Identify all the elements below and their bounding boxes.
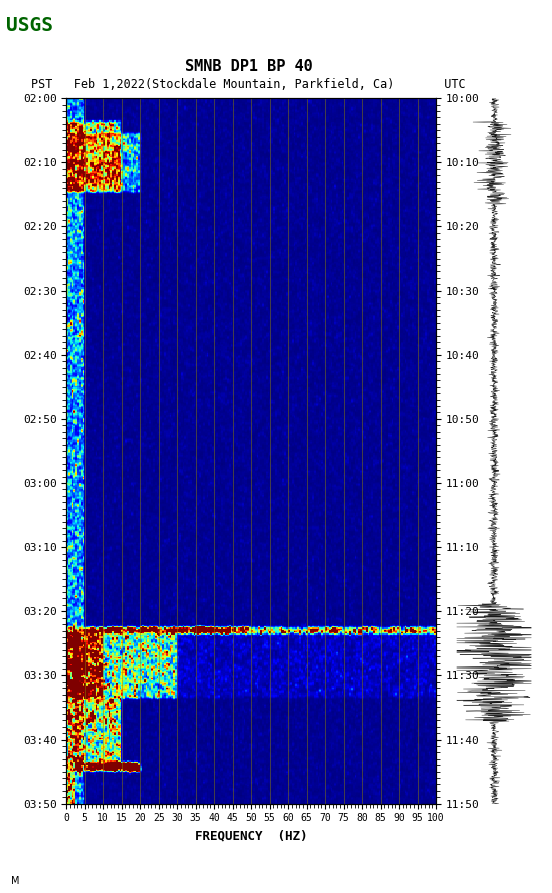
- Text: SMNB DP1 BP 40: SMNB DP1 BP 40: [184, 60, 312, 74]
- Text: PST   Feb 1,2022(Stockdale Mountain, Parkfield, Ca)       UTC: PST Feb 1,2022(Stockdale Mountain, Parkf…: [31, 79, 466, 91]
- X-axis label: FREQUENCY  (HZ): FREQUENCY (HZ): [195, 829, 307, 842]
- Text: M: M: [11, 876, 19, 886]
- Text: USGS: USGS: [6, 16, 52, 35]
